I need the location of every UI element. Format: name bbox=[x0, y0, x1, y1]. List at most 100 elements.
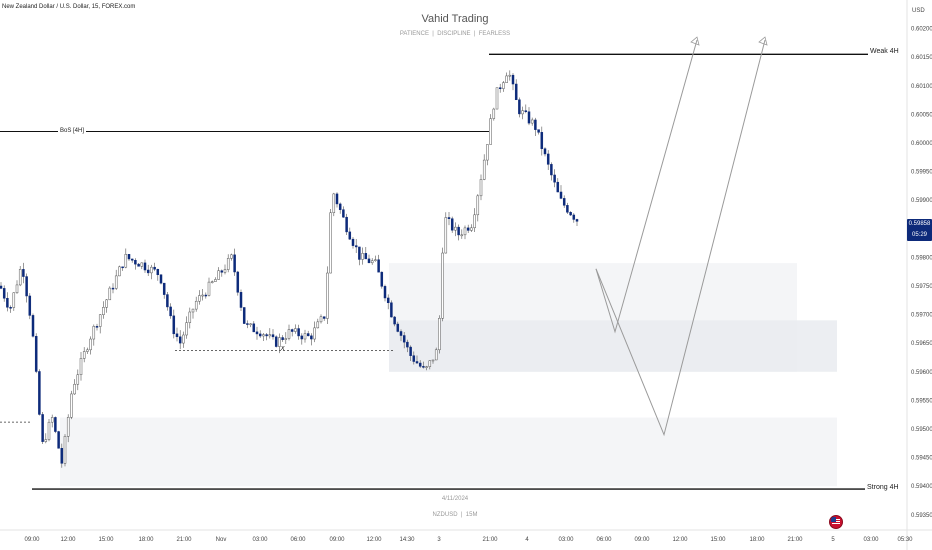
price-tick-label: 0.59750 bbox=[911, 284, 932, 290]
time-tick-label: 12:00 bbox=[366, 537, 382, 543]
candle-body bbox=[22, 269, 25, 277]
price-tick-label: 0.59800 bbox=[911, 255, 932, 261]
candle-body bbox=[438, 318, 441, 351]
candle-body bbox=[79, 358, 83, 375]
candle-body bbox=[575, 219, 579, 222]
candle-body bbox=[412, 355, 416, 362]
candle-body bbox=[402, 335, 406, 343]
time-tick-label: 03:00 bbox=[558, 537, 574, 543]
candle-body bbox=[345, 216, 348, 233]
candle-body bbox=[300, 335, 304, 340]
candle-body bbox=[268, 334, 272, 337]
candle-body bbox=[95, 326, 99, 328]
candle-body bbox=[284, 338, 288, 340]
candle-body bbox=[2, 288, 6, 299]
candle-body bbox=[278, 337, 281, 347]
supply-demand-zones bbox=[60, 263, 837, 487]
candle-body bbox=[479, 179, 483, 197]
price-tick-label: 0.59500 bbox=[911, 427, 932, 433]
candle-body bbox=[370, 260, 374, 264]
candle-body bbox=[377, 259, 380, 273]
candle-body bbox=[294, 328, 297, 332]
candle-body bbox=[60, 448, 64, 464]
candle-body bbox=[31, 315, 35, 337]
price-axis: 0.60200 0.60150 0.60100 0.60050 0.60000 0.599… bbox=[906, 0, 932, 550]
chart-subtitle: PATIENCE | DISCIPLINE | FEARLESS bbox=[399, 31, 511, 37]
bos-label[interactable]: BoS [4H] bbox=[58, 128, 87, 134]
candle-body bbox=[239, 292, 243, 308]
candle-body bbox=[342, 209, 345, 218]
candle-body bbox=[223, 269, 227, 273]
candle-body bbox=[431, 359, 435, 362]
candle-body bbox=[508, 74, 512, 77]
candle-body bbox=[297, 328, 300, 337]
candle-body bbox=[105, 299, 108, 308]
candle-body bbox=[207, 281, 211, 296]
time-tick-label: 14:30 bbox=[399, 537, 415, 543]
liquidity-x-label: x bbox=[281, 345, 285, 352]
price-tick-label: 0.60100 bbox=[911, 84, 932, 90]
candle-body bbox=[425, 366, 428, 368]
candle-body bbox=[348, 231, 352, 240]
candle-body bbox=[476, 195, 480, 216]
candle-body bbox=[562, 198, 566, 206]
candle-body bbox=[6, 297, 9, 308]
candle-body bbox=[150, 266, 153, 274]
candle-body bbox=[319, 316, 323, 323]
candle-body bbox=[9, 307, 12, 309]
candle-body bbox=[230, 254, 233, 259]
projection-lines bbox=[595, 36, 768, 437]
candle-body bbox=[15, 284, 19, 294]
candle-body bbox=[143, 262, 147, 271]
candle-body bbox=[169, 306, 172, 317]
candle-body bbox=[518, 99, 521, 115]
candle-body bbox=[537, 129, 540, 133]
candle-body bbox=[422, 366, 425, 368]
candle-body bbox=[70, 393, 73, 418]
price-tick-label: 0.59600 bbox=[911, 370, 932, 376]
time-tick-label: 18:00 bbox=[749, 537, 765, 543]
candle-body bbox=[540, 132, 544, 149]
candle-body bbox=[28, 295, 32, 316]
weak-label[interactable]: Weak 4H bbox=[868, 48, 901, 55]
price-tick-label: 0.59350 bbox=[911, 513, 932, 519]
price-tick-label: 0.59950 bbox=[911, 170, 932, 176]
candle-body bbox=[527, 111, 531, 124]
candle-body bbox=[313, 327, 316, 340]
us-flag-icon[interactable] bbox=[829, 515, 843, 529]
time-tick-label: 21:00 bbox=[176, 537, 192, 543]
candle-body bbox=[511, 74, 515, 85]
candle-body bbox=[233, 254, 236, 273]
candle-body bbox=[0, 285, 3, 289]
strong-label[interactable]: Strong 4H bbox=[865, 484, 901, 491]
candle-body bbox=[114, 275, 118, 289]
candle-body bbox=[303, 333, 307, 340]
candle-body bbox=[530, 119, 534, 124]
candle-body bbox=[441, 252, 444, 319]
candle-body bbox=[332, 193, 336, 214]
candle-body bbox=[466, 227, 470, 231]
candle-body bbox=[111, 287, 115, 290]
candle-body bbox=[252, 323, 256, 333]
candle-body bbox=[489, 118, 492, 145]
time-tick-label: 3 bbox=[437, 537, 441, 543]
candle-body bbox=[566, 205, 569, 213]
candle-body bbox=[63, 436, 67, 464]
candle-body bbox=[559, 191, 563, 199]
candle-body bbox=[121, 266, 124, 269]
price-tick-label: 0.60200 bbox=[911, 27, 932, 33]
candle-body bbox=[470, 227, 473, 231]
candle-body bbox=[38, 371, 41, 415]
time-tick-label: 06:00 bbox=[596, 537, 612, 543]
candle-body bbox=[550, 164, 553, 176]
candle-body bbox=[428, 360, 432, 367]
candle-body bbox=[524, 110, 528, 112]
candle-body bbox=[159, 274, 163, 284]
time-tick-label: 03:00 bbox=[863, 537, 879, 543]
time-tick-label: 03:00 bbox=[252, 537, 268, 543]
price-tick-label: 0.60000 bbox=[911, 141, 932, 147]
candle-body bbox=[255, 331, 259, 335]
candle-body bbox=[124, 254, 128, 268]
projection-path bbox=[595, 39, 698, 334]
